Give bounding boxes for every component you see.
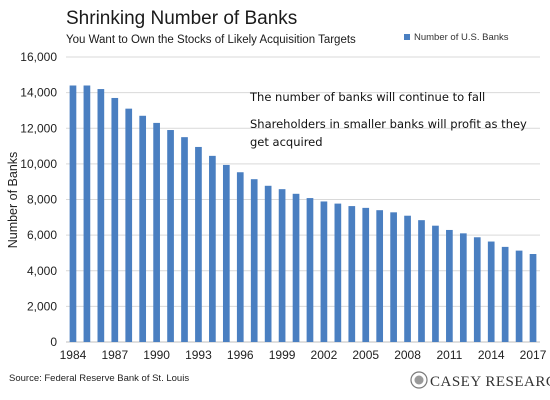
bar-1997 [250, 179, 258, 342]
bar-2001 [306, 198, 314, 342]
bar-1988 [125, 108, 133, 342]
bar-2011 [446, 229, 453, 342]
y-tick-label: 0 [50, 335, 57, 349]
bar-1986 [97, 89, 105, 342]
bar-1984 [69, 85, 77, 342]
bar-1994 [209, 155, 216, 342]
y-tick-label: 2,000 [27, 299, 57, 313]
y-tick-label: 12,000 [20, 121, 57, 135]
x-tick-label: 1990 [143, 348, 170, 362]
bar-1995 [222, 164, 230, 342]
bar-1990 [153, 122, 160, 342]
bar-2008 [404, 215, 411, 342]
bar-1999 [278, 189, 286, 342]
annotation-box: The number of banks will continue to fal… [249, 90, 527, 149]
legend-swatch [404, 34, 410, 40]
y-tick-label: 14,000 [20, 86, 57, 100]
x-tick-label: 2017 [520, 348, 547, 362]
bar-1993 [195, 146, 202, 342]
bar-series [69, 85, 537, 342]
bar-2013 [473, 237, 481, 342]
annotation-line-1: The number of banks will continue to fal… [249, 90, 485, 104]
bar-2009 [418, 220, 425, 342]
x-tick-label: 2005 [352, 348, 379, 362]
bar-2006 [376, 210, 384, 342]
bar-1992 [181, 137, 188, 342]
x-tick-label: 1999 [269, 348, 296, 362]
source-note: Source: Federal Reserve Bank of St. Loui… [9, 373, 189, 384]
y-tick-label: 4,000 [27, 264, 57, 278]
bar-2003 [334, 203, 342, 342]
bar-2014 [487, 241, 495, 342]
bar-2007 [390, 212, 397, 342]
chart-subtitle: You Want to Own the Stocks of Likely Acq… [66, 34, 356, 46]
bar-2000 [292, 193, 300, 342]
y-tick-label: 16,000 [20, 50, 57, 64]
y-axis-ticks: 0 2,000 4,000 6,000 8,000 10,000 12,000 14,000 1… [20, 50, 57, 349]
x-tick-label: 1996 [227, 348, 254, 362]
bar-2010 [432, 225, 439, 342]
bar-1996 [236, 172, 244, 342]
brand-logo: CASEY RESEARCH [410, 371, 550, 390]
x-tick-label: 1987 [101, 348, 128, 362]
x-tick-label: 1993 [185, 348, 212, 362]
y-tick-label: 6,000 [27, 228, 57, 242]
bar-1991 [167, 130, 174, 342]
y-tick-label: 8,000 [27, 193, 57, 207]
legend: Number of U.S. Banks [404, 32, 509, 43]
bar-2005 [362, 207, 370, 342]
brand-name: CASEY RESEARCH [430, 374, 550, 390]
x-tick-label: 2014 [478, 348, 505, 362]
bar-2002 [320, 201, 328, 342]
bar-1989 [139, 115, 147, 342]
bar-2017 [529, 254, 537, 342]
legend-label: Number of U.S. Banks [414, 32, 509, 43]
x-tick-label: 2011 [436, 348, 462, 362]
bar-2016 [515, 250, 523, 342]
x-axis-ticks: 1984 1987 1990 1993 1996 1999 2002 2005 2008 2011… [60, 348, 547, 362]
annotation-line-3: get acquired [250, 135, 323, 149]
y-tick-label: 10,000 [20, 157, 57, 171]
y-axis-label: Number of Banks [6, 152, 20, 249]
x-tick-label: 2002 [311, 348, 338, 362]
bar-1985 [83, 85, 91, 342]
bar-2015 [501, 246, 509, 342]
bar-1998 [264, 185, 272, 342]
bar-2012 [459, 233, 467, 342]
x-tick-label: 1984 [60, 348, 87, 362]
bar-2004 [348, 206, 356, 342]
chart-title: Shrinking Number of Banks [66, 8, 297, 29]
bar-1987 [111, 97, 119, 342]
annotation-line-2: Shareholders in smaller banks will profi… [250, 117, 527, 131]
x-tick-label: 2008 [394, 348, 421, 362]
